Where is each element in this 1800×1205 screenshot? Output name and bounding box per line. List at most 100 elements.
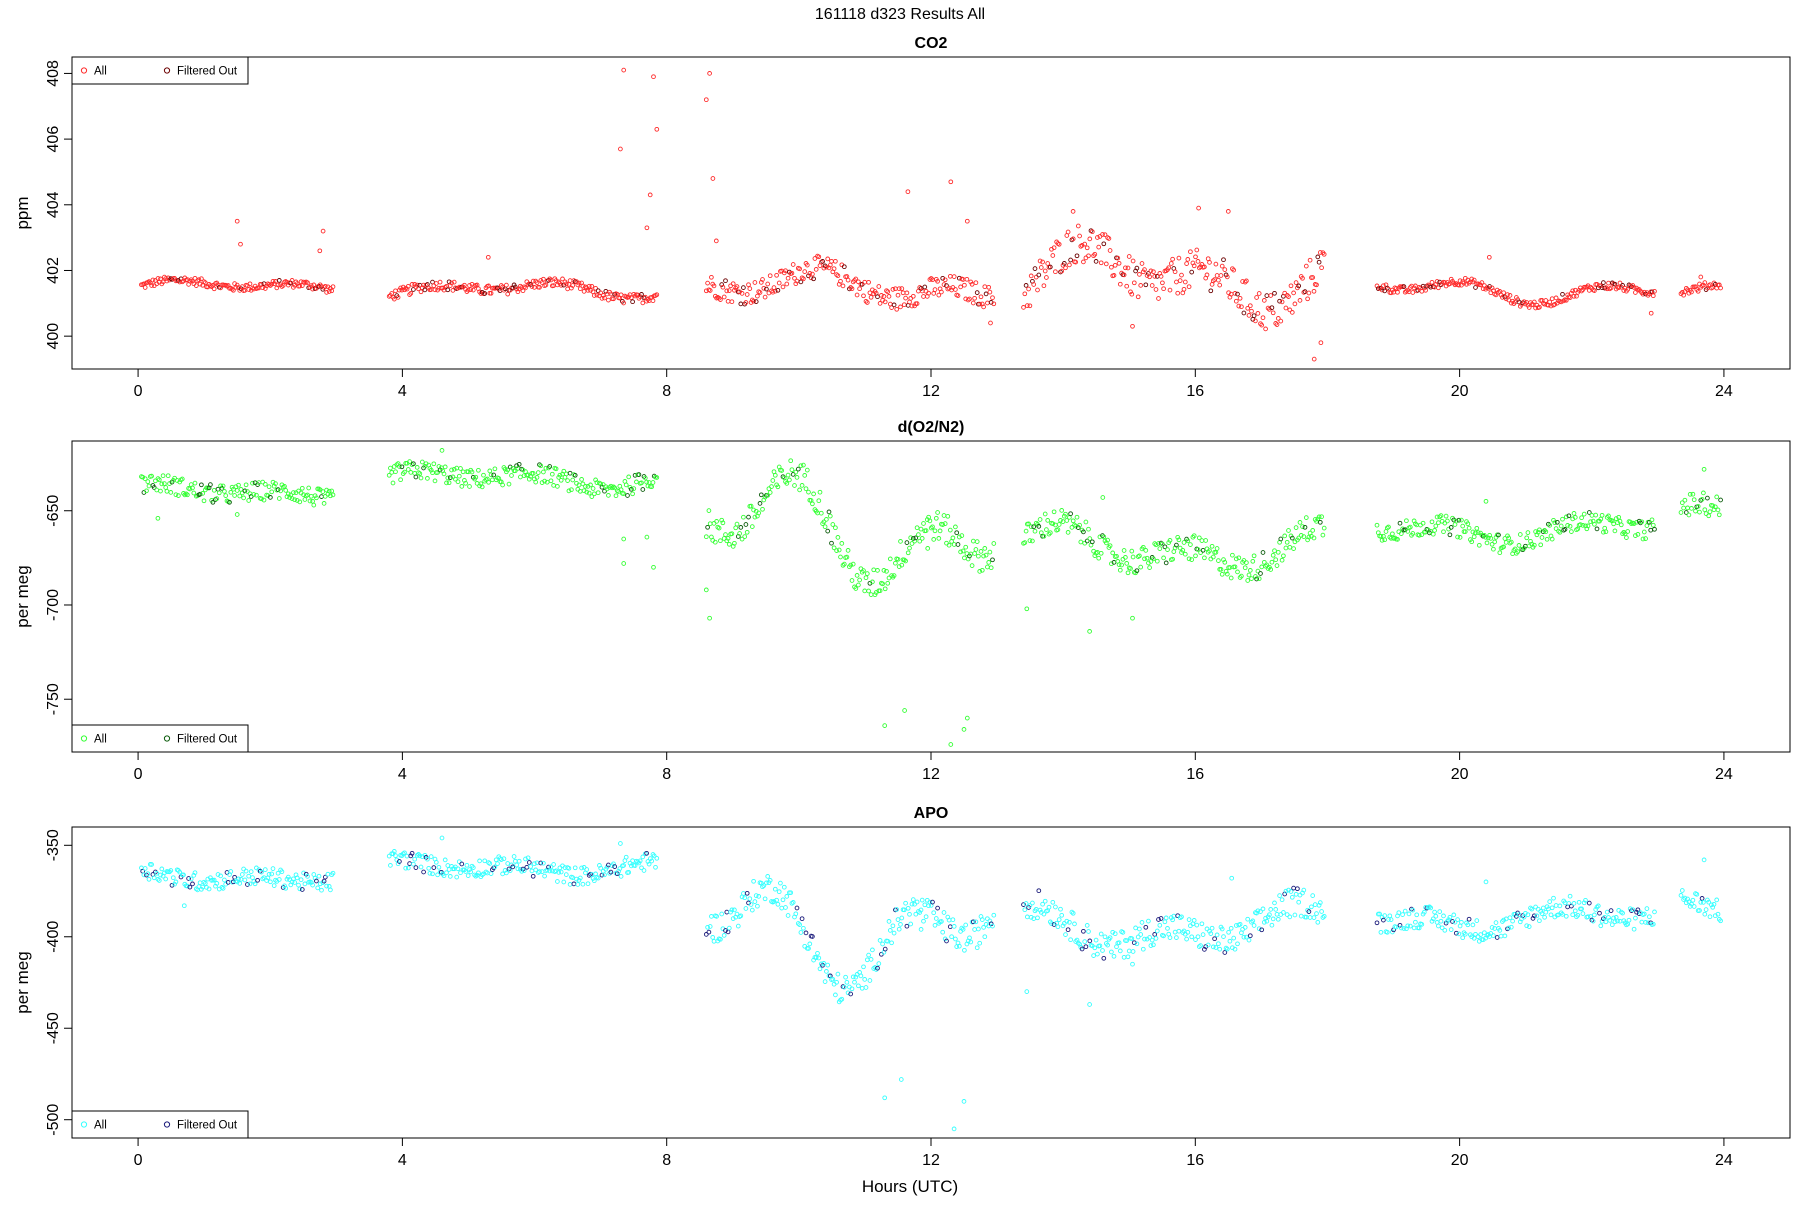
data-point bbox=[1270, 310, 1276, 316]
data-point bbox=[239, 284, 245, 289]
data-point bbox=[1186, 284, 1192, 290]
data-point bbox=[228, 869, 234, 874]
plot-frame bbox=[71, 440, 1791, 753]
filtered-point bbox=[1447, 532, 1453, 538]
filtered-point bbox=[227, 499, 232, 505]
data-point bbox=[1045, 518, 1051, 523]
filtered-point bbox=[314, 878, 319, 884]
filtered-point bbox=[630, 299, 635, 305]
filtered-point bbox=[199, 482, 204, 488]
data-point bbox=[1255, 311, 1261, 316]
data-point bbox=[1160, 280, 1165, 286]
data-point bbox=[530, 278, 536, 284]
data-point bbox=[1259, 322, 1265, 328]
data-point bbox=[269, 489, 275, 495]
filtered-point bbox=[1569, 903, 1574, 909]
data-point bbox=[321, 501, 327, 506]
filtered-point bbox=[1021, 902, 1026, 907]
data-point bbox=[273, 481, 278, 486]
data-point bbox=[1640, 536, 1646, 542]
data-point bbox=[941, 513, 947, 518]
data-point bbox=[1303, 515, 1309, 520]
data-point bbox=[926, 290, 931, 296]
filtered-point bbox=[413, 865, 419, 870]
data-point bbox=[1307, 257, 1313, 263]
filtered-point bbox=[491, 472, 497, 478]
filtered-point bbox=[413, 474, 419, 480]
data-point bbox=[243, 482, 249, 488]
data-point bbox=[1138, 932, 1144, 937]
data-point bbox=[403, 865, 409, 871]
data-point bbox=[1181, 286, 1187, 292]
filtered-point bbox=[738, 525, 744, 530]
filtered-point bbox=[935, 905, 940, 911]
filtered-point bbox=[572, 472, 578, 478]
data-point bbox=[492, 864, 498, 870]
data-point bbox=[958, 549, 963, 555]
filtered-point bbox=[1272, 290, 1277, 296]
data-point bbox=[1140, 946, 1146, 952]
data-point bbox=[172, 881, 177, 887]
data-point bbox=[765, 281, 771, 287]
data-point bbox=[1130, 258, 1136, 264]
data-point bbox=[962, 555, 967, 561]
filtered-point bbox=[255, 877, 260, 883]
data-point bbox=[1030, 900, 1035, 906]
data-point bbox=[931, 291, 937, 296]
data-point bbox=[1436, 285, 1441, 291]
data-point bbox=[1195, 934, 1201, 940]
data-point bbox=[866, 279, 871, 285]
data-point bbox=[1643, 920, 1648, 925]
x-tick-label: 20 bbox=[1451, 383, 1469, 400]
filtered-point bbox=[1560, 291, 1565, 297]
data-point bbox=[581, 289, 587, 294]
data-point bbox=[588, 482, 593, 488]
data-point bbox=[877, 938, 883, 943]
data-point bbox=[1110, 550, 1116, 556]
data-point bbox=[446, 480, 452, 486]
filtered-point bbox=[1100, 533, 1105, 538]
data-point bbox=[1241, 934, 1247, 940]
data-point bbox=[504, 282, 509, 288]
data-point bbox=[542, 478, 547, 484]
data-point bbox=[1702, 280, 1708, 285]
filtered-point bbox=[990, 557, 995, 563]
data-point bbox=[804, 262, 810, 268]
data-point bbox=[1606, 513, 1611, 519]
data-point bbox=[1273, 557, 1279, 563]
data-point bbox=[726, 925, 732, 931]
data-point bbox=[1098, 550, 1104, 556]
data-point bbox=[1599, 512, 1605, 518]
data-point bbox=[162, 481, 167, 486]
data-point bbox=[509, 473, 514, 478]
data-point bbox=[492, 466, 498, 472]
data-point bbox=[1149, 283, 1155, 288]
filtered-point bbox=[1162, 544, 1168, 550]
data-point bbox=[521, 868, 527, 873]
data-point bbox=[1153, 287, 1159, 292]
y-tick-label: 402 bbox=[45, 257, 62, 284]
data-point bbox=[1022, 907, 1028, 913]
data-point bbox=[646, 861, 652, 867]
data-point bbox=[1121, 954, 1127, 960]
data-point bbox=[1410, 290, 1416, 295]
data-point bbox=[553, 278, 559, 283]
data-point bbox=[1404, 518, 1409, 524]
filtered-point bbox=[955, 542, 961, 547]
data-point bbox=[749, 297, 755, 303]
data-point bbox=[469, 469, 475, 475]
data-point bbox=[259, 869, 264, 875]
data-point bbox=[711, 938, 717, 944]
data-point bbox=[1109, 949, 1114, 955]
data-point bbox=[144, 488, 149, 494]
data-point bbox=[1102, 232, 1108, 238]
data-point bbox=[417, 853, 423, 859]
data-point bbox=[801, 462, 806, 468]
data-point bbox=[436, 864, 442, 870]
data-point bbox=[1563, 514, 1569, 520]
data-point bbox=[1274, 911, 1280, 917]
filtered-point bbox=[169, 882, 175, 888]
data-point bbox=[534, 475, 540, 480]
data-point bbox=[433, 281, 439, 286]
